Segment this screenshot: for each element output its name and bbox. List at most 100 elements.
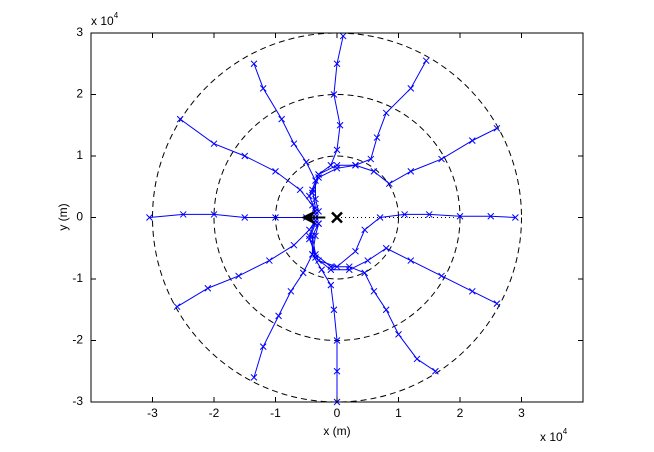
x-tick-label: 1 [395, 406, 402, 420]
marker-x [296, 186, 304, 194]
x-multiplier-exponent: 4 [563, 427, 568, 436]
marker-x [333, 161, 341, 169]
marker-x [241, 152, 249, 160]
y-tick-label: 1 [76, 148, 83, 162]
marker-x [302, 158, 310, 166]
marker-x [327, 266, 335, 274]
marker-x [250, 60, 258, 68]
x-tick-label: 2 [457, 406, 464, 420]
marker-x [468, 287, 476, 295]
reference-circle [152, 32, 522, 403]
marker-x [382, 109, 390, 117]
marker-x [309, 251, 316, 258]
trajectory [308, 127, 498, 212]
marker-x [333, 146, 341, 154]
marker-x [468, 137, 476, 144]
marker-x [487, 212, 495, 220]
marker-x [511, 214, 519, 221]
marker-x [305, 226, 313, 234]
trajectory [176, 220, 316, 308]
start-point [331, 211, 343, 224]
marker-x [422, 57, 430, 65]
trajectory [308, 220, 498, 305]
marker-x [493, 124, 501, 132]
marker-x [265, 257, 273, 264]
marker-x [299, 269, 307, 277]
y-multiplier-base: x 10 [91, 14, 114, 28]
marker-x [305, 192, 313, 200]
marker-x [336, 121, 344, 129]
trajectory [253, 223, 320, 378]
marker-x [330, 91, 338, 98]
marker-x [352, 247, 359, 255]
marker-x [456, 212, 464, 220]
marker-x [345, 263, 353, 271]
trajectory [311, 235, 436, 372]
trajectory [179, 118, 316, 215]
marker-x [241, 214, 249, 221]
marker-x [179, 211, 187, 218]
marker-x [413, 355, 421, 363]
x-tick-label: 0 [334, 406, 341, 420]
x-axis-label: x (m) [323, 424, 350, 438]
marker-x [259, 343, 267, 351]
marker-x [250, 374, 258, 381]
y-tick-label: -3 [72, 394, 83, 408]
marker-x [373, 134, 381, 141]
marker-x [278, 115, 286, 123]
marker-x [327, 263, 335, 271]
marker-x [367, 155, 375, 163]
marker-x [173, 303, 181, 311]
marker-x [327, 281, 335, 289]
marker-x [407, 84, 415, 92]
marker-x [376, 214, 384, 221]
marker-x [309, 232, 316, 240]
y-tick-label: -1 [72, 271, 83, 285]
marker-x [210, 211, 218, 218]
marker-x [312, 232, 319, 240]
marker-x [318, 266, 325, 274]
marker-x [333, 367, 341, 375]
marker-x [235, 272, 242, 280]
trajectory [253, 63, 320, 212]
y-multiplier-exponent: 4 [114, 11, 119, 20]
y-axis-label: y (m) [56, 203, 70, 230]
marker-x [352, 161, 359, 169]
marker-x [395, 330, 402, 338]
marker-x [333, 337, 341, 344]
marker-x [370, 168, 378, 175]
x-tick-label: -2 [209, 406, 220, 420]
marker-x [290, 140, 298, 148]
trajectory [308, 213, 516, 268]
marker-x [333, 60, 341, 68]
marker-x [290, 241, 298, 249]
y-tick-label: 0 [76, 210, 83, 224]
x-multiplier-base: x 10 [540, 430, 563, 444]
marker-x [275, 312, 282, 320]
y-multiplier: x 104 [91, 11, 119, 28]
marker-x [330, 306, 338, 314]
marker-x [364, 257, 372, 264]
trajectory [149, 213, 316, 218]
marker-x [287, 287, 295, 295]
marker-x [339, 32, 347, 40]
marker-x [210, 140, 218, 148]
y-tick-label: 3 [76, 25, 83, 39]
x-tick-label: 3 [518, 406, 525, 420]
marker-x [382, 306, 390, 314]
marker-x [432, 367, 439, 375]
marker-x [272, 214, 279, 221]
trajectory [311, 223, 338, 402]
marker-x [315, 171, 322, 178]
marker-x [361, 226, 369, 234]
marker-x [438, 155, 445, 163]
y-tick-label: 2 [76, 87, 83, 101]
x-tick-label: -3 [147, 406, 158, 420]
marker-x [382, 244, 390, 252]
marker-x [401, 211, 409, 218]
arrow [301, 210, 326, 225]
marker-x [272, 168, 279, 175]
y-tick-label: -2 [72, 333, 83, 347]
x-multiplier: x 104 [540, 427, 568, 444]
